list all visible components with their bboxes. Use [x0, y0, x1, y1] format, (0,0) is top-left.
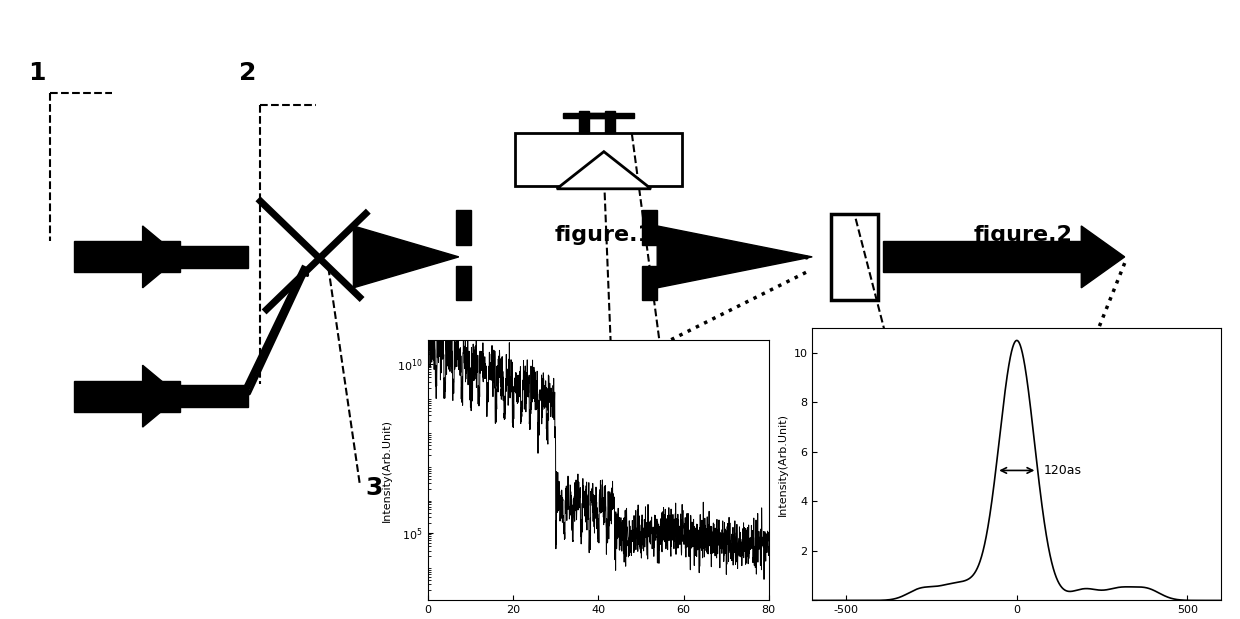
Y-axis label: Intensity(Arb.Unit): Intensity(Arb.Unit) — [777, 413, 787, 516]
Bar — [883, 241, 1081, 272]
Bar — [605, 111, 615, 133]
Bar — [456, 266, 471, 300]
Bar — [74, 381, 180, 412]
Text: 4: 4 — [692, 556, 709, 581]
Polygon shape — [557, 152, 651, 189]
Bar — [579, 111, 589, 133]
Bar — [74, 241, 180, 272]
Polygon shape — [657, 226, 812, 288]
Text: 120as: 120as — [1044, 464, 1083, 477]
Bar — [642, 210, 657, 245]
Bar — [515, 133, 682, 186]
Text: 2: 2 — [239, 61, 257, 85]
Text: 1: 1 — [29, 61, 46, 85]
Bar — [642, 266, 657, 300]
Text: 3: 3 — [366, 476, 383, 500]
Polygon shape — [143, 226, 180, 288]
Y-axis label: Intensity(Arb.Unit): Intensity(Arb.Unit) — [382, 419, 392, 522]
Bar — [831, 214, 878, 300]
Text: figure.1: figure.1 — [554, 225, 653, 245]
Bar — [563, 113, 608, 118]
Bar — [456, 210, 471, 245]
Polygon shape — [353, 226, 459, 288]
Polygon shape — [1081, 226, 1125, 288]
Text: 5: 5 — [618, 417, 635, 441]
Bar — [174, 385, 248, 407]
Text: figure.2: figure.2 — [973, 225, 1073, 245]
Text: 6: 6 — [928, 482, 945, 506]
Bar — [174, 246, 248, 268]
Bar — [589, 113, 634, 118]
Polygon shape — [143, 365, 180, 427]
